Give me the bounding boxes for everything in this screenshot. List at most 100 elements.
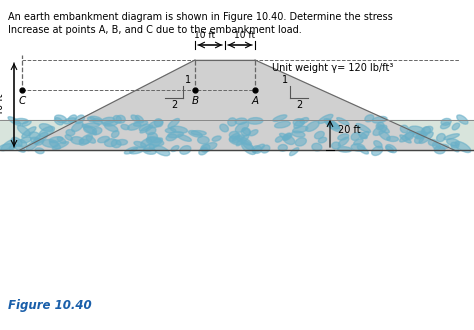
Ellipse shape xyxy=(283,134,292,140)
Ellipse shape xyxy=(372,146,383,155)
Ellipse shape xyxy=(306,121,319,131)
Ellipse shape xyxy=(358,132,367,139)
Ellipse shape xyxy=(229,131,239,139)
Ellipse shape xyxy=(35,148,44,154)
Ellipse shape xyxy=(386,145,396,153)
Ellipse shape xyxy=(14,144,25,152)
Ellipse shape xyxy=(93,118,102,124)
Ellipse shape xyxy=(68,115,76,122)
Ellipse shape xyxy=(18,140,27,147)
Ellipse shape xyxy=(103,121,118,126)
Ellipse shape xyxy=(0,144,16,150)
Ellipse shape xyxy=(235,122,249,132)
Polygon shape xyxy=(20,60,454,150)
Ellipse shape xyxy=(274,121,290,128)
Ellipse shape xyxy=(280,133,288,139)
Ellipse shape xyxy=(220,124,228,132)
Ellipse shape xyxy=(318,115,333,123)
Ellipse shape xyxy=(338,137,349,146)
Ellipse shape xyxy=(290,148,299,156)
Ellipse shape xyxy=(53,142,69,149)
Ellipse shape xyxy=(319,137,327,143)
Ellipse shape xyxy=(416,133,426,139)
Ellipse shape xyxy=(165,128,176,133)
Ellipse shape xyxy=(86,136,96,143)
Text: B: B xyxy=(191,96,199,106)
Ellipse shape xyxy=(136,115,144,123)
Ellipse shape xyxy=(113,115,121,123)
Ellipse shape xyxy=(34,132,48,144)
Ellipse shape xyxy=(170,126,187,133)
Ellipse shape xyxy=(283,135,295,145)
Ellipse shape xyxy=(191,131,206,135)
Text: 10 ft: 10 ft xyxy=(235,31,255,40)
Ellipse shape xyxy=(104,124,118,132)
Ellipse shape xyxy=(1,139,16,151)
Ellipse shape xyxy=(79,135,92,145)
Ellipse shape xyxy=(253,144,264,152)
Ellipse shape xyxy=(413,131,427,138)
Ellipse shape xyxy=(116,140,128,145)
Ellipse shape xyxy=(419,132,433,144)
Ellipse shape xyxy=(144,144,154,151)
Ellipse shape xyxy=(55,118,63,125)
Ellipse shape xyxy=(166,134,177,141)
Ellipse shape xyxy=(360,131,369,139)
Ellipse shape xyxy=(242,140,254,150)
Text: 1: 1 xyxy=(185,75,191,85)
Ellipse shape xyxy=(146,127,156,135)
Ellipse shape xyxy=(228,118,237,126)
Ellipse shape xyxy=(168,118,180,128)
Ellipse shape xyxy=(147,133,157,140)
Ellipse shape xyxy=(294,119,304,128)
Ellipse shape xyxy=(300,117,309,123)
Ellipse shape xyxy=(273,115,287,121)
Ellipse shape xyxy=(376,122,384,130)
Ellipse shape xyxy=(98,136,109,143)
Ellipse shape xyxy=(405,132,414,140)
Ellipse shape xyxy=(242,143,255,154)
Ellipse shape xyxy=(128,123,141,130)
Ellipse shape xyxy=(29,132,40,139)
Text: Figure 10.40: Figure 10.40 xyxy=(8,299,91,312)
Ellipse shape xyxy=(351,144,365,151)
Ellipse shape xyxy=(116,115,125,123)
Ellipse shape xyxy=(201,144,210,152)
Ellipse shape xyxy=(131,115,140,122)
Ellipse shape xyxy=(154,119,163,127)
Ellipse shape xyxy=(327,121,340,131)
Ellipse shape xyxy=(326,119,340,128)
Ellipse shape xyxy=(293,119,305,126)
Ellipse shape xyxy=(379,131,390,140)
Ellipse shape xyxy=(82,124,97,135)
Ellipse shape xyxy=(111,131,119,138)
Ellipse shape xyxy=(252,146,262,153)
Text: An earth embankment diagram is shown in Figure 10.40. Determine the stress
Incre: An earth embankment diagram is shown in … xyxy=(8,12,393,35)
Ellipse shape xyxy=(293,126,308,133)
Ellipse shape xyxy=(447,139,459,146)
Ellipse shape xyxy=(249,130,258,136)
Ellipse shape xyxy=(241,128,250,136)
Ellipse shape xyxy=(121,124,129,130)
Ellipse shape xyxy=(171,146,179,151)
Ellipse shape xyxy=(212,136,221,141)
Ellipse shape xyxy=(66,129,75,136)
Ellipse shape xyxy=(177,135,191,141)
Ellipse shape xyxy=(146,137,161,143)
Ellipse shape xyxy=(90,116,102,121)
Ellipse shape xyxy=(374,141,382,148)
Text: Unit weight γ= 120 lb/ft³: Unit weight γ= 120 lb/ft³ xyxy=(272,63,393,73)
Ellipse shape xyxy=(92,127,102,135)
Ellipse shape xyxy=(42,140,59,147)
Ellipse shape xyxy=(198,136,209,144)
Ellipse shape xyxy=(71,137,84,144)
Ellipse shape xyxy=(351,133,360,140)
Ellipse shape xyxy=(72,122,83,132)
Ellipse shape xyxy=(283,133,291,140)
Ellipse shape xyxy=(18,126,30,136)
Ellipse shape xyxy=(421,126,433,135)
Ellipse shape xyxy=(8,117,21,126)
Ellipse shape xyxy=(337,117,349,125)
Ellipse shape xyxy=(64,118,76,124)
Ellipse shape xyxy=(104,139,117,147)
